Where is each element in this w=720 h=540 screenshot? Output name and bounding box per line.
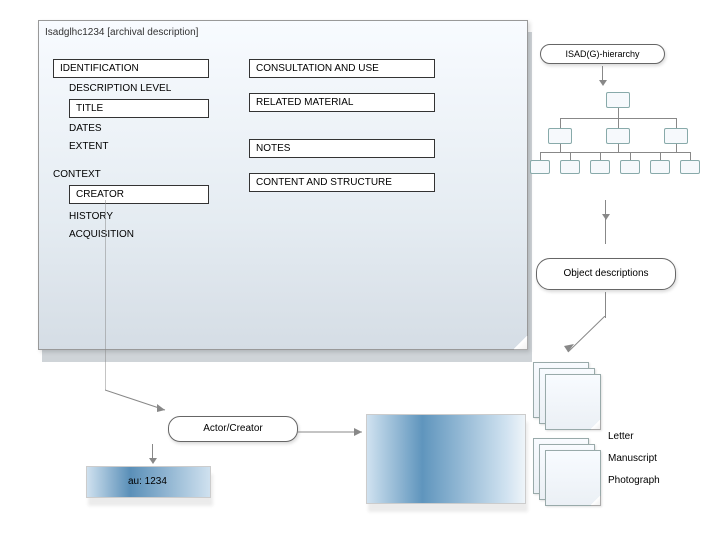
- arrow-line: [605, 292, 606, 318]
- consultation-box: CONSULTATION AND USE: [249, 59, 435, 78]
- identification-box: IDENTIFICATION: [53, 59, 209, 78]
- description-level: DESCRIPTION LEVEL: [69, 83, 171, 94]
- tree-leaf: [680, 160, 700, 174]
- arrow-actor-down: [150, 444, 155, 464]
- tree-leaf: [620, 160, 640, 174]
- obj-type-photograph: Photograph: [608, 470, 660, 492]
- related-material-box: RELATED MATERIAL: [249, 93, 435, 112]
- object-descriptions-label: Object descriptions: [536, 258, 676, 290]
- arrow-creator-to-actor: [105, 200, 225, 420]
- document-stack-bottom: [533, 438, 603, 502]
- arrow-actor-to-panel: [298, 428, 372, 438]
- title-box: TITLE: [69, 99, 209, 118]
- content-structure-box: CONTENT AND STRUCTURE: [249, 173, 435, 192]
- notes-box: NOTES: [249, 139, 435, 158]
- dog-ear-icon: [514, 336, 528, 350]
- arrow-to-tree: [600, 66, 605, 86]
- tree-leaf: [590, 160, 610, 174]
- gradient-panel-large: [366, 414, 526, 504]
- tree-leaf: [530, 160, 550, 174]
- obj-type-letter: Letter: [608, 426, 660, 448]
- isad-hierarchy-label: ISAD(G)-hierarchy: [540, 44, 665, 64]
- tree-node: [664, 128, 688, 144]
- au-id: au: 1234: [128, 476, 167, 487]
- tree-root: [606, 92, 630, 108]
- diagonal-arrow: [560, 316, 630, 366]
- tree-leaf: [650, 160, 670, 174]
- actor-creator-label: Actor/Creator: [168, 416, 298, 442]
- obj-type-manuscript: Manuscript: [608, 448, 660, 470]
- tree-node: [606, 128, 630, 144]
- tree-leaf: [560, 160, 580, 174]
- window-title: Isadglhc1234 [archival description]: [45, 27, 198, 38]
- document-stack-top: [533, 362, 603, 426]
- hierarchy-tree: [540, 92, 700, 212]
- object-type-list: Letter Manuscript Photograph: [608, 426, 660, 492]
- extent: EXTENT: [69, 141, 108, 152]
- context: CONTEXT: [53, 169, 101, 180]
- tree-node: [548, 128, 572, 144]
- dates: DATES: [69, 123, 102, 134]
